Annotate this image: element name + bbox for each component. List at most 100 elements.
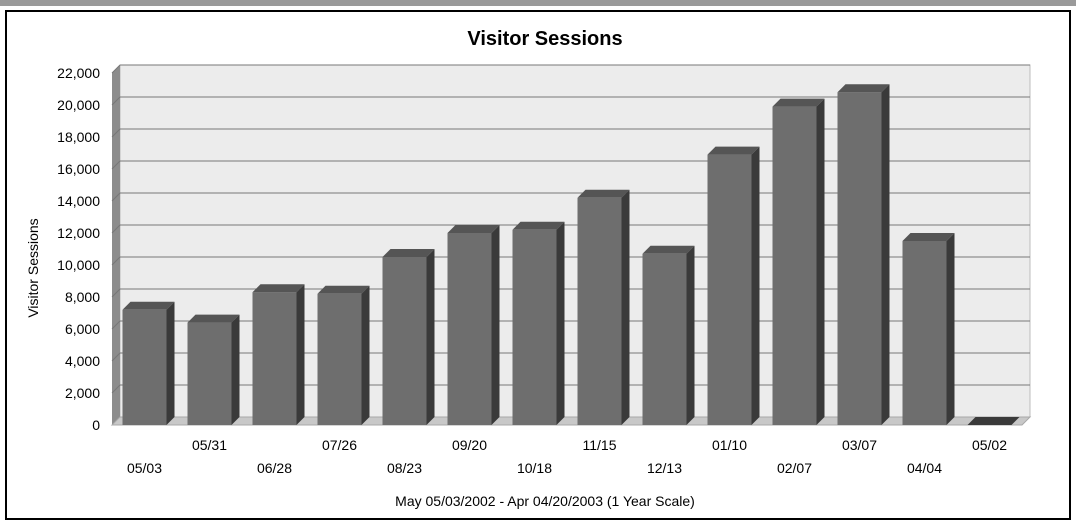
y-tick-label: 4,000 (65, 353, 100, 369)
bar-top (512, 221, 565, 230)
bar-top (577, 189, 630, 198)
x-tick-label: 08/23 (387, 460, 422, 476)
bar-top (317, 285, 370, 294)
bar-front (382, 257, 427, 425)
grid-line-side (111, 384, 121, 394)
x-tick-label: 10/18 (517, 460, 552, 476)
x-tick-label: 09/20 (452, 437, 487, 453)
x-tick-label: 05/03 (127, 460, 162, 476)
bar (642, 245, 695, 425)
bar-front (902, 241, 947, 425)
x-tick-label: 04/04 (907, 460, 942, 476)
bar-side (361, 285, 370, 425)
bar-front (447, 233, 492, 425)
x-tick-label: 01/10 (712, 437, 747, 453)
grid-line-side (111, 96, 121, 106)
bar-top (122, 301, 175, 310)
bar-top (642, 245, 695, 254)
bar-top (447, 225, 500, 233)
bar-top (902, 233, 955, 241)
bar-side (556, 221, 565, 425)
bar (512, 221, 565, 425)
plot-area (110, 64, 1032, 426)
bar (122, 301, 175, 425)
x-tick-label: 02/07 (777, 460, 812, 476)
x-axis-label: May 05/03/2002 - Apr 04/20/2003 (1 Year … (395, 493, 695, 509)
bar-top (382, 249, 435, 257)
bar-side (231, 314, 240, 425)
y-tick-label: 14,000 (57, 193, 100, 209)
grid-line-side (111, 160, 121, 170)
bar-front (187, 322, 232, 425)
grid-line-side (111, 192, 121, 202)
top-band (0, 0, 1076, 6)
y-tick-label: 20,000 (57, 97, 100, 113)
x-tick-label: 05/02 (972, 437, 1007, 453)
bar-front (252, 292, 297, 425)
grid-line-side (111, 288, 121, 298)
x-tick-label: 06/28 (257, 460, 292, 476)
y-tick-label: 18,000 (57, 129, 100, 145)
grid-line-side (111, 64, 121, 74)
x-tick-label: 12/13 (647, 460, 682, 476)
grid-line-side (111, 128, 121, 138)
bar (967, 417, 1020, 425)
bar (317, 285, 370, 425)
bar-side (686, 245, 695, 425)
bar-side (621, 189, 630, 425)
bar-side (881, 84, 890, 425)
y-tick-label: 8,000 (65, 289, 100, 305)
bar-side (296, 284, 305, 425)
bars (122, 84, 1020, 425)
bar-front (642, 253, 687, 425)
bar-top (252, 284, 305, 293)
bar (707, 146, 760, 425)
bar-front (772, 106, 817, 425)
grid-line-side (111, 256, 121, 266)
x-axis-ticks: 05/03 05/31 06/28 07/26 08/23 09/20 10/18 11/15… (127, 437, 1007, 476)
chart-title: Visitor Sessions (467, 28, 622, 50)
bar (577, 189, 630, 425)
y-tick-label: 6,000 (65, 321, 100, 337)
bar-side (491, 225, 500, 425)
bar-side (946, 233, 955, 425)
y-tick-label: 12,000 (57, 225, 100, 241)
bar-side (166, 301, 175, 425)
y-tick-label: 0 (92, 417, 100, 433)
plot-floor (110, 416, 1032, 426)
bar-top (707, 146, 760, 155)
x-tick-label: 03/07 (842, 437, 877, 453)
grid-line-side (111, 224, 121, 234)
y-tick-label: 22,000 (57, 65, 100, 81)
bar-top (967, 417, 1020, 425)
bar-front (577, 197, 622, 425)
grid-line-side (111, 352, 121, 362)
y-tick-label: 10,000 (57, 257, 100, 273)
bar (772, 98, 825, 425)
bar-side (816, 98, 825, 425)
bar-top (187, 314, 240, 323)
x-tick-label: 07/26 (322, 437, 357, 453)
bar-front (122, 309, 167, 425)
y-axis-label: Visitor Sessions (25, 218, 41, 317)
bar (837, 84, 890, 425)
bar (187, 314, 240, 425)
bar (382, 249, 435, 425)
x-tick-label: 05/31 (192, 437, 227, 453)
x-tick-label: 11/15 (583, 437, 617, 453)
grid-line-side (111, 320, 121, 330)
bar-top (837, 84, 890, 93)
bar (252, 284, 305, 425)
bar-front (317, 293, 362, 425)
y-tick-label: 2,000 (65, 385, 100, 401)
bar-front (837, 92, 882, 425)
bar (902, 233, 955, 425)
bar-front (707, 154, 752, 425)
y-axis-ticks: 22,000 20,000 18,000 16,000 14,000 12,000 10,0… (57, 65, 100, 433)
bar-front (512, 229, 557, 425)
bar-top (772, 98, 825, 107)
plot-left-wall (112, 65, 120, 425)
y-tick-label: 16,000 (57, 161, 100, 177)
bar-side (751, 146, 760, 425)
